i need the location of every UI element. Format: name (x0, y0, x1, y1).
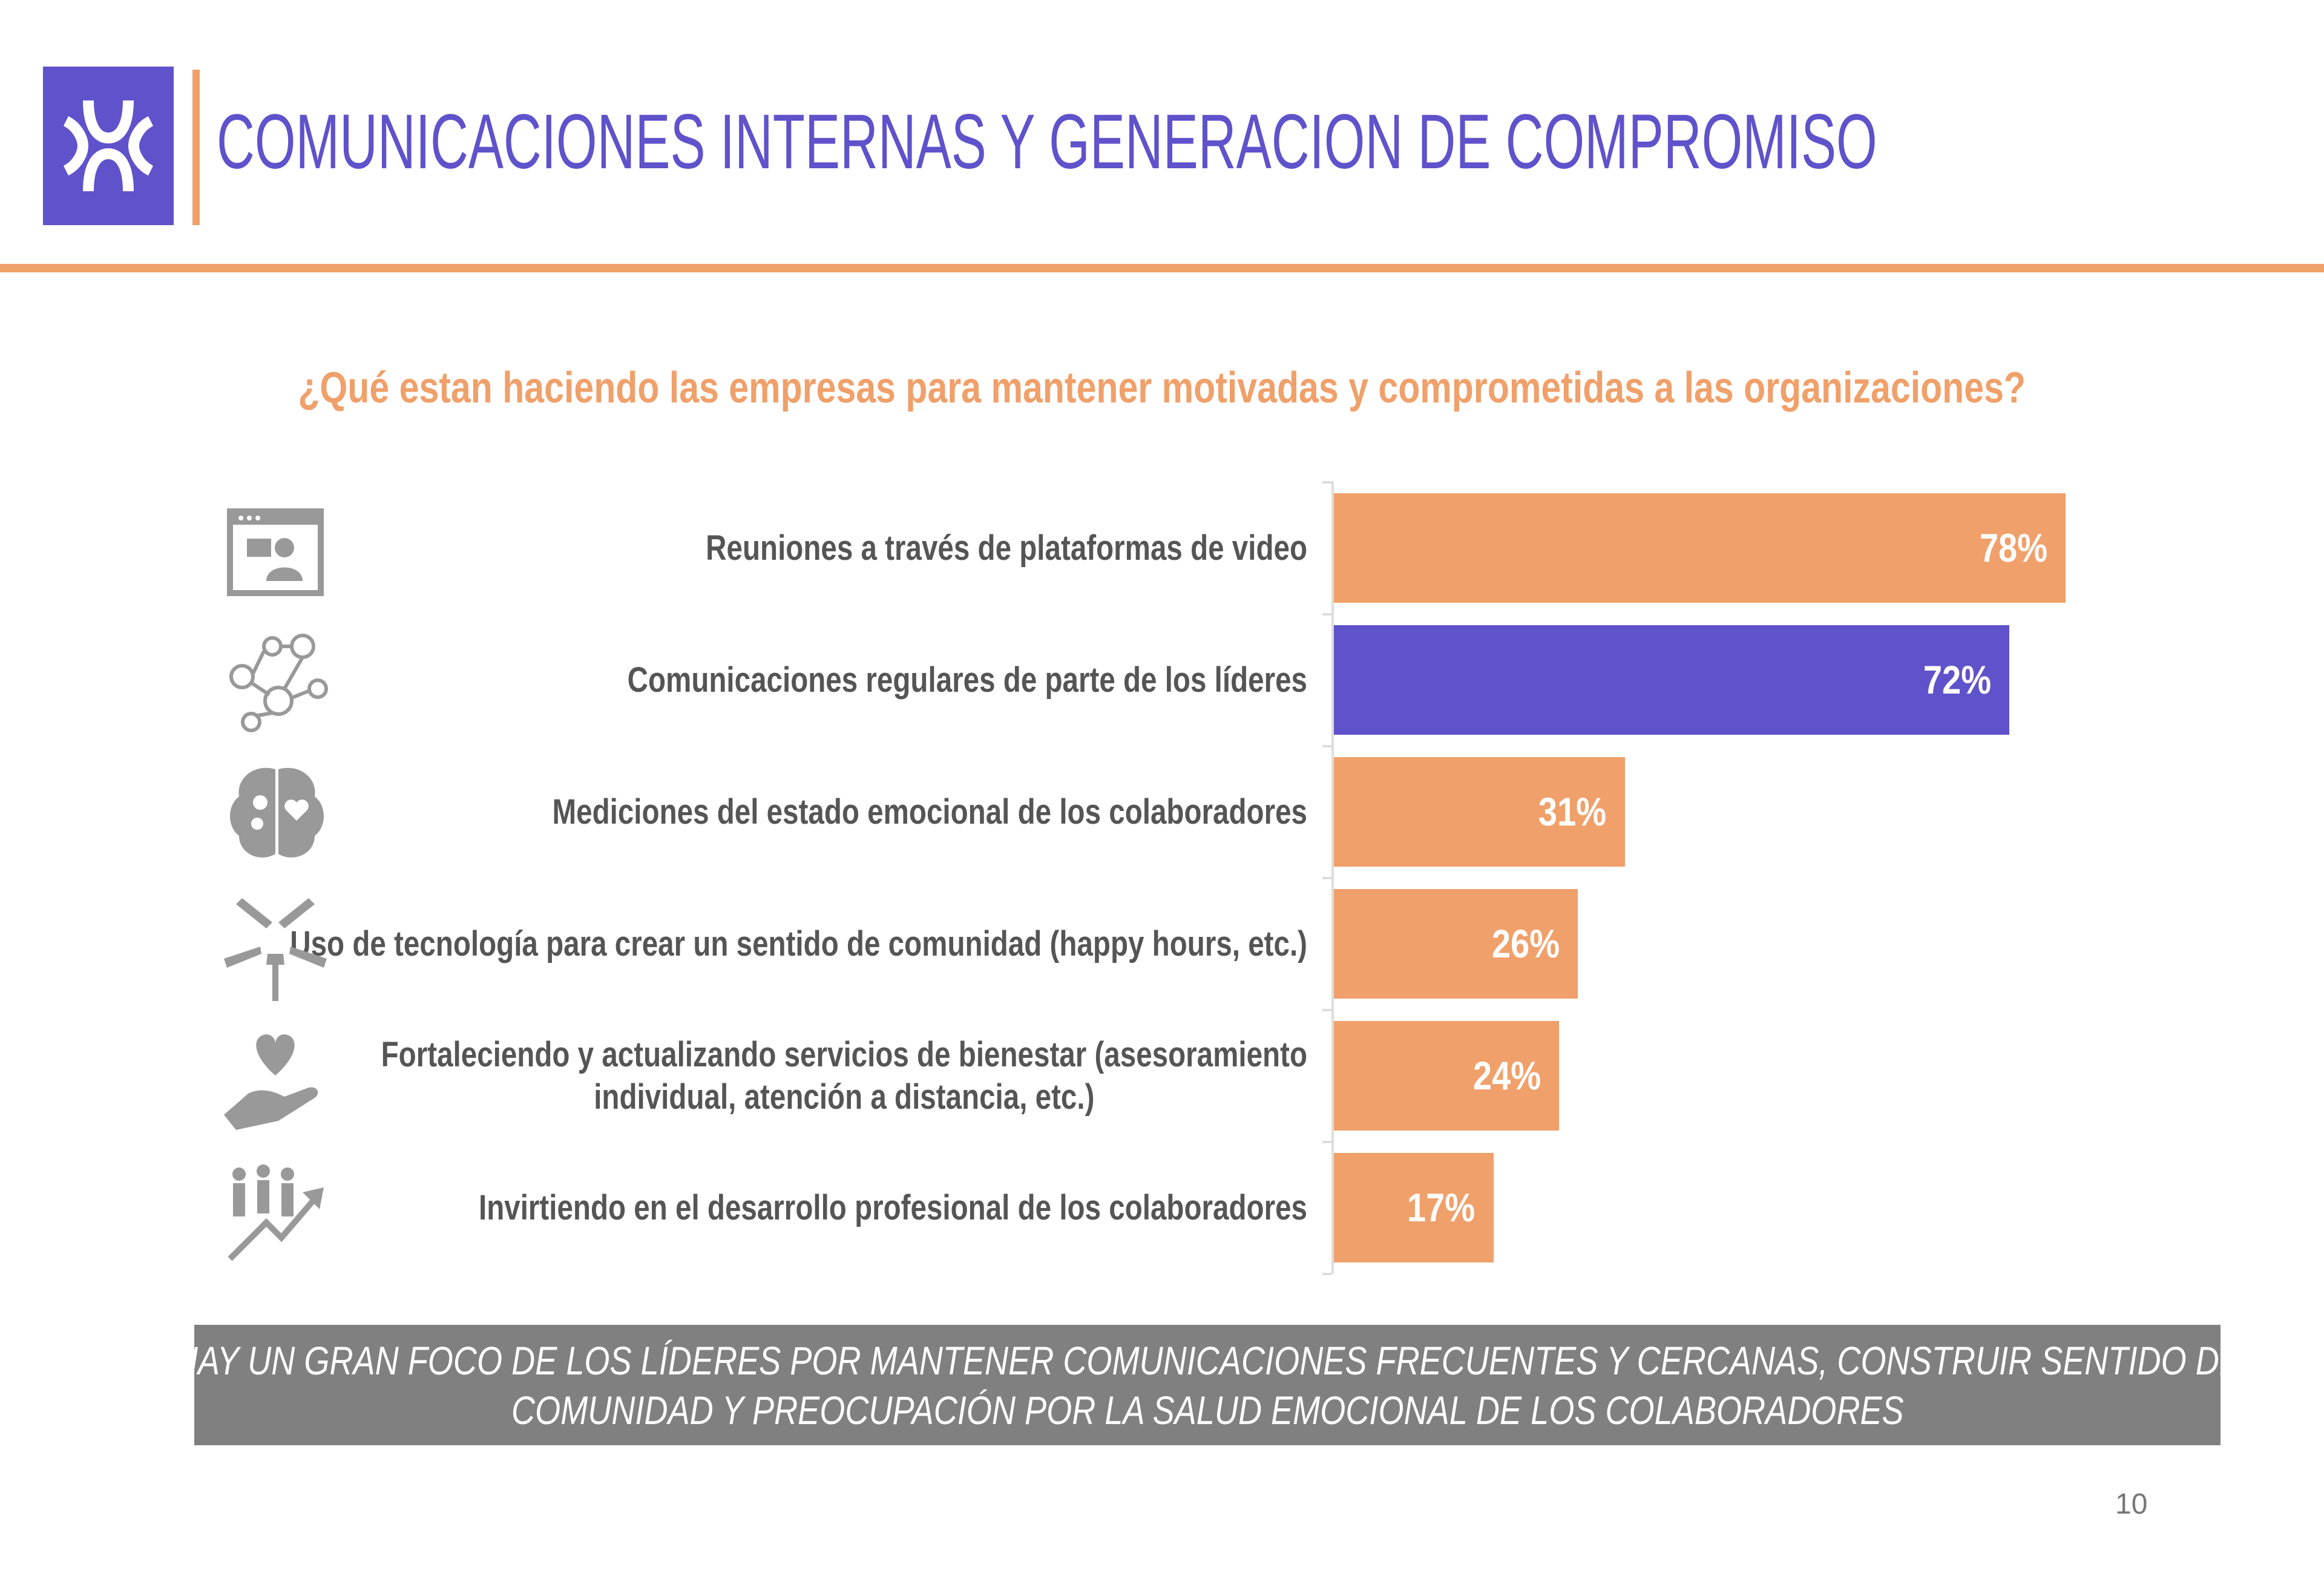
category-label: Comunicaciones regulares de parte de los… (215, 625, 1307, 735)
category-label: Mediciones del estado emocional de los c… (215, 757, 1307, 867)
logo-mark-icon (63, 100, 154, 192)
bar: 26% (1334, 889, 1578, 999)
category-label-line: individual, atención a distancia, etc.) (594, 1077, 1095, 1117)
bar: 31% (1334, 757, 1625, 867)
bar-value-label: 26% (1491, 921, 1560, 966)
bar-value-label: 31% (1538, 789, 1607, 834)
axis-tick (1322, 613, 1331, 616)
chart-question: ¿Qué estan haciendo las empresas para ma… (0, 363, 2324, 413)
axis-tick (1322, 1009, 1331, 1011)
category-label-line: Comunicaciones regulares de parte de los… (627, 660, 1307, 700)
company-logo (43, 67, 174, 225)
bar-value-label: 17% (1407, 1185, 1475, 1230)
hand-heart-icon (218, 1018, 333, 1133)
page-title: COMUNICACIONES INTERNAS Y GENERACION DE … (217, 99, 1877, 185)
category-label: Fortaleciendo y actualizando servicios d… (215, 1021, 1307, 1131)
bar-value-label: 78% (1979, 525, 2047, 570)
banner-line: HAY UN GRAN FOCO DE LOS LÍDERES POR MANT… (174, 1338, 2241, 1383)
banner-line: COMUNIDAD Y PREOCUPACIÓN POR LA SALUD EM… (511, 1387, 1904, 1433)
bar-value-label: 72% (1923, 657, 1991, 702)
bar: 72% (1334, 625, 2009, 735)
question-text: ¿Qué estan haciendo las empresas para ma… (298, 364, 2026, 412)
category-label: Reuniones a través de plataformas de vid… (215, 493, 1307, 603)
conclusion-banner: HAY UN GRAN FOCO DE LOS LÍDERES POR MANT… (174, 1325, 2241, 1445)
axis-tick (1322, 481, 1331, 484)
hands-circle-icon (218, 886, 333, 1001)
category-axis (1331, 481, 1334, 1274)
header-divider (192, 70, 200, 225)
bar: 24% (1334, 1021, 1559, 1131)
people-growth-icon (218, 1150, 333, 1265)
bar-value-label: 24% (1472, 1053, 1541, 1098)
page-number: 10 (2115, 1488, 2148, 1520)
category-label-line: Uso de tecnología para crear un sentido … (290, 924, 1308, 963)
axis-tick (1322, 745, 1331, 747)
axis-tick (1322, 1273, 1331, 1275)
category-label-line: Fortaleciendo y actualizando servicios d… (381, 1034, 1307, 1074)
category-label: Invirtiendo en el desarrollo profesional… (215, 1153, 1307, 1262)
header-rule (0, 264, 2324, 272)
video-call-icon (218, 490, 333, 605)
network-people-icon (218, 622, 333, 737)
bar: 78% (1334, 493, 2066, 603)
axis-tick (1322, 877, 1331, 879)
brain-gears-heart-icon (218, 754, 333, 869)
bar: 17% (1334, 1153, 1494, 1262)
category-label-line: Invirtiendo en el desarrollo profesional… (478, 1187, 1307, 1227)
category-label: Uso de tecnología para crear un sentido … (215, 889, 1307, 999)
axis-tick (1322, 1141, 1331, 1143)
category-label-line: Reuniones a través de plataformas de vid… (706, 528, 1307, 568)
category-label-line: Mediciones del estado emocional de los c… (552, 792, 1308, 832)
